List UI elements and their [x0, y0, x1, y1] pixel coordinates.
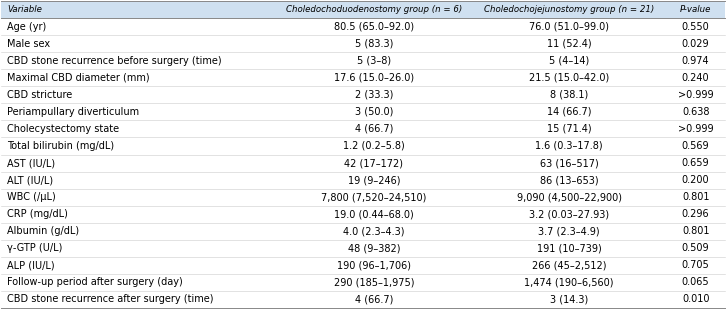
FancyBboxPatch shape — [1, 171, 725, 188]
FancyBboxPatch shape — [1, 256, 725, 273]
FancyBboxPatch shape — [1, 290, 725, 308]
Text: WBC (/μL): WBC (/μL) — [7, 192, 56, 202]
Text: 4 (66.7): 4 (66.7) — [355, 124, 393, 134]
Text: CRP (mg/dL): CRP (mg/dL) — [7, 209, 68, 219]
Text: Male sex: Male sex — [7, 39, 50, 49]
Text: 0.659: 0.659 — [682, 158, 709, 168]
Text: 1.6 (0.3–17.8): 1.6 (0.3–17.8) — [535, 141, 603, 151]
Text: 7,800 (7,520–24,510): 7,800 (7,520–24,510) — [321, 192, 427, 202]
Text: Follow-up period after surgery (day): Follow-up period after surgery (day) — [7, 277, 183, 287]
Text: 48 (9–382): 48 (9–382) — [348, 243, 400, 253]
FancyBboxPatch shape — [1, 70, 725, 87]
FancyBboxPatch shape — [1, 104, 725, 121]
Text: 1.2 (0.2–5.8): 1.2 (0.2–5.8) — [343, 141, 404, 151]
Text: 4 (66.7): 4 (66.7) — [355, 294, 393, 304]
Text: 0.240: 0.240 — [682, 73, 709, 83]
Text: 19.0 (0.44–68.0): 19.0 (0.44–68.0) — [334, 209, 414, 219]
Text: 19 (9–246): 19 (9–246) — [348, 175, 400, 185]
Text: ALP (IU/L): ALP (IU/L) — [7, 260, 54, 270]
FancyBboxPatch shape — [1, 1, 725, 19]
Text: 0.638: 0.638 — [682, 107, 709, 117]
Text: AST (IU/L): AST (IU/L) — [7, 158, 55, 168]
Text: Periampullary diverticulum: Periampullary diverticulum — [7, 107, 139, 117]
Text: 11 (52.4): 11 (52.4) — [547, 39, 592, 49]
Text: 17.6 (15.0–26.0): 17.6 (15.0–26.0) — [334, 73, 414, 83]
Text: 0.705: 0.705 — [682, 260, 709, 270]
Text: 1,474 (190–6,560): 1,474 (190–6,560) — [524, 277, 614, 287]
Text: Albumin (g/dL): Albumin (g/dL) — [7, 226, 79, 236]
Text: 266 (45–2,512): 266 (45–2,512) — [532, 260, 606, 270]
Text: 14 (66.7): 14 (66.7) — [547, 107, 592, 117]
Text: 0.550: 0.550 — [682, 22, 709, 32]
Text: 0.974: 0.974 — [682, 56, 709, 66]
Text: 21.5 (15.0–42.0): 21.5 (15.0–42.0) — [529, 73, 609, 83]
Text: 76.0 (51.0–99.0): 76.0 (51.0–99.0) — [529, 22, 609, 32]
Text: 63 (16–517): 63 (16–517) — [539, 158, 598, 168]
Text: 0.065: 0.065 — [682, 277, 709, 287]
Text: 0.801: 0.801 — [682, 192, 709, 202]
Text: 190 (96–1,706): 190 (96–1,706) — [337, 260, 411, 270]
Text: 8 (38.1): 8 (38.1) — [550, 90, 588, 100]
FancyBboxPatch shape — [1, 87, 725, 104]
FancyBboxPatch shape — [1, 19, 725, 36]
Text: 0.296: 0.296 — [682, 209, 709, 219]
Text: Maximal CBD diameter (mm): Maximal CBD diameter (mm) — [7, 73, 150, 83]
Text: Total bilirubin (mg/dL): Total bilirubin (mg/dL) — [7, 141, 114, 151]
Text: 0.029: 0.029 — [682, 39, 709, 49]
Text: ALT (IU/L): ALT (IU/L) — [7, 175, 53, 185]
Text: 5 (83.3): 5 (83.3) — [355, 39, 393, 49]
Text: 0.010: 0.010 — [682, 294, 709, 304]
FancyBboxPatch shape — [1, 188, 725, 205]
Text: >0.999: >0.999 — [678, 90, 714, 100]
Text: 3 (14.3): 3 (14.3) — [550, 294, 588, 304]
Text: 5 (3–8): 5 (3–8) — [356, 56, 391, 66]
Text: 3.7 (2.3–4.9): 3.7 (2.3–4.9) — [538, 226, 600, 236]
Text: Age (yr): Age (yr) — [7, 22, 46, 32]
Text: 0.801: 0.801 — [682, 226, 709, 236]
FancyBboxPatch shape — [1, 138, 725, 154]
Text: Cholecystectomy state: Cholecystectomy state — [7, 124, 119, 134]
FancyBboxPatch shape — [1, 121, 725, 138]
Text: CBD stricture: CBD stricture — [7, 90, 73, 100]
Text: CBD stone recurrence before surgery (time): CBD stone recurrence before surgery (tim… — [7, 56, 222, 66]
FancyBboxPatch shape — [1, 239, 725, 256]
Text: 3.2 (0.03–27.93): 3.2 (0.03–27.93) — [529, 209, 609, 219]
Text: 0.509: 0.509 — [682, 243, 709, 253]
Text: 9,090 (4,500–22,900): 9,090 (4,500–22,900) — [517, 192, 621, 202]
Text: 3 (50.0): 3 (50.0) — [355, 107, 393, 117]
FancyBboxPatch shape — [1, 222, 725, 239]
Text: γ-GTP (U/L): γ-GTP (U/L) — [7, 243, 62, 253]
Text: CBD stone recurrence after surgery (time): CBD stone recurrence after surgery (time… — [7, 294, 213, 304]
Text: 80.5 (65.0–92.0): 80.5 (65.0–92.0) — [334, 22, 414, 32]
FancyBboxPatch shape — [1, 273, 725, 290]
Text: 0.569: 0.569 — [682, 141, 709, 151]
Text: 4.0 (2.3–4.3): 4.0 (2.3–4.3) — [343, 226, 404, 236]
Text: 0.200: 0.200 — [682, 175, 709, 185]
Text: 42 (17–172): 42 (17–172) — [344, 158, 404, 168]
Text: 15 (71.4): 15 (71.4) — [547, 124, 592, 134]
Text: Choledochojejunostomy group (n = 21): Choledochojejunostomy group (n = 21) — [484, 5, 654, 15]
FancyBboxPatch shape — [1, 154, 725, 171]
Text: 2 (33.3): 2 (33.3) — [355, 90, 393, 100]
FancyBboxPatch shape — [1, 36, 725, 53]
Text: P-value: P-value — [680, 5, 711, 15]
Text: Choledochoduodenostomy group (n = 6): Choledochoduodenostomy group (n = 6) — [286, 5, 462, 15]
Text: Variable: Variable — [7, 5, 42, 15]
Text: 86 (13–653): 86 (13–653) — [540, 175, 598, 185]
Text: >0.999: >0.999 — [678, 124, 714, 134]
Text: 290 (185–1,975): 290 (185–1,975) — [334, 277, 414, 287]
Text: 191 (10–739): 191 (10–739) — [537, 243, 602, 253]
FancyBboxPatch shape — [1, 53, 725, 70]
FancyBboxPatch shape — [1, 205, 725, 222]
Text: 5 (4–14): 5 (4–14) — [549, 56, 590, 66]
